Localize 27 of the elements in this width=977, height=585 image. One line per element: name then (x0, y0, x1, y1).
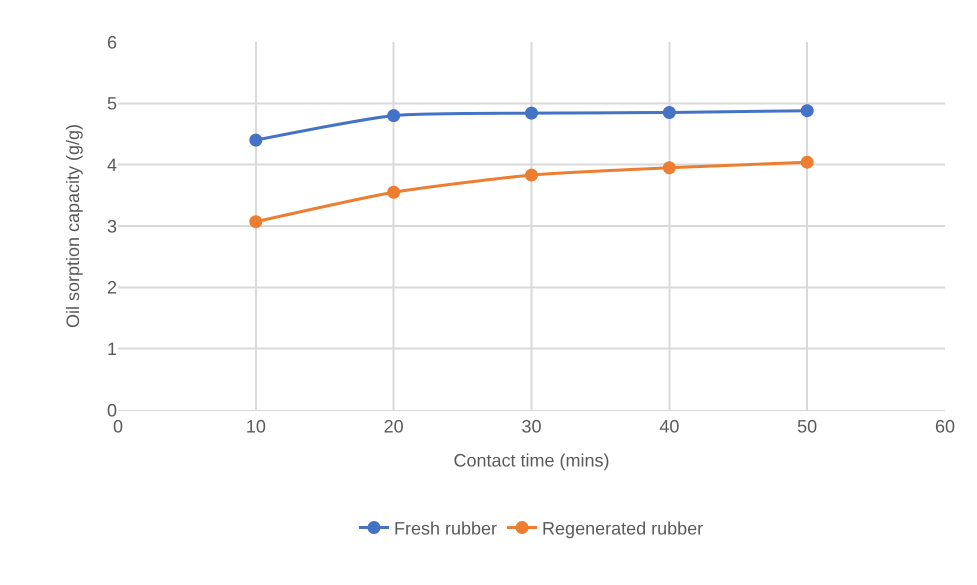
x-axis-title: Contact time (mins) (453, 450, 610, 471)
point (387, 109, 400, 122)
x-tick-label: 40 (659, 416, 680, 437)
x-tick-label: 60 (934, 416, 956, 437)
y-tick-label: 2 (106, 278, 117, 298)
y-tick-label: 4 (106, 154, 117, 175)
y-tick-label: 3 (106, 216, 117, 236)
y-tick-label: 0 (106, 400, 117, 420)
point (249, 134, 262, 147)
point (249, 215, 262, 228)
legend-label: Regenerated rubber (542, 518, 704, 539)
point (800, 104, 814, 118)
point (662, 106, 676, 120)
y-tick-label: 6 (106, 32, 117, 52)
y-tick-label: 1 (106, 338, 117, 359)
x-tick-label: 30 (521, 416, 542, 437)
point (525, 168, 538, 182)
x-tick-label: 50 (797, 416, 818, 437)
y-axis-title: Oil sorption capacity (g/g) (63, 124, 84, 328)
point (800, 156, 814, 169)
point (387, 186, 400, 199)
legend-label: Fresh rubber (394, 518, 498, 539)
point (525, 106, 538, 120)
x-tick-label: 20 (384, 416, 404, 437)
point (662, 161, 676, 174)
y-tick-label: 5 (106, 94, 117, 114)
x-tick-label: 10 (246, 416, 266, 437)
